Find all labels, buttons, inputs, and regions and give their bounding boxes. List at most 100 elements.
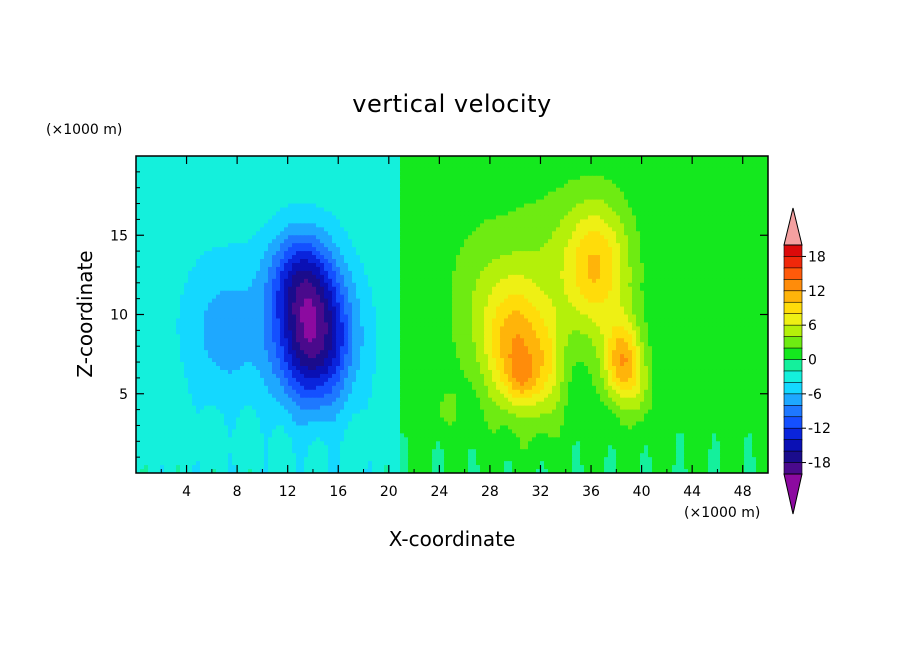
contour-cell	[276, 223, 281, 228]
contour-cell	[340, 187, 345, 193]
contour-cell	[476, 227, 481, 232]
contour-cell	[224, 239, 229, 244]
contour-cell	[264, 203, 269, 209]
contour-cell	[560, 211, 565, 217]
contour-cell	[392, 259, 397, 264]
contour-cell	[456, 270, 461, 276]
contour-cell	[268, 274, 273, 280]
contour-cell	[708, 274, 713, 280]
contour-cell	[752, 255, 757, 260]
contour-cell	[384, 219, 389, 224]
contour-cell	[620, 167, 625, 173]
contour-cell	[332, 171, 337, 177]
contour-cell	[396, 219, 401, 224]
contour-cell	[620, 262, 625, 268]
contour-cell	[676, 207, 681, 213]
contour-cell	[416, 219, 421, 224]
contour-cell	[244, 219, 249, 224]
contour-cell	[404, 239, 409, 244]
contour-cell	[568, 259, 573, 264]
contour-cell	[408, 203, 413, 209]
contour-cell	[688, 187, 693, 193]
contour-cell	[740, 211, 745, 217]
contour-cell	[296, 175, 301, 181]
contour-cell	[224, 274, 229, 280]
contour-cell	[724, 211, 729, 217]
contour-cell	[328, 183, 333, 189]
contour-cell	[656, 227, 661, 232]
contour-cell	[740, 171, 745, 177]
contour-cell	[548, 227, 553, 232]
contour-cell	[348, 191, 353, 197]
contour-cell	[404, 227, 409, 232]
contour-cell	[744, 219, 749, 224]
contour-cell	[716, 274, 721, 280]
contour-cell	[736, 219, 741, 224]
contour-cell	[532, 171, 537, 177]
contour-cell	[528, 187, 533, 193]
contour-cell	[236, 266, 241, 272]
contour-cell	[220, 175, 225, 181]
contour-cell	[312, 175, 317, 181]
contour-cell	[340, 227, 345, 232]
contour-cell	[392, 235, 397, 240]
contour-cell	[660, 156, 665, 161]
contour-cell	[584, 199, 589, 205]
contour-cell	[632, 207, 637, 213]
contour-cell	[544, 195, 549, 201]
contour-cell	[520, 156, 525, 161]
contour-cell	[172, 251, 177, 256]
contour-cell	[144, 223, 149, 228]
contour-cell	[148, 227, 153, 232]
contour-cell	[644, 270, 649, 276]
contour-cell	[168, 227, 173, 232]
contour-cell	[232, 255, 237, 260]
contour-cell	[452, 187, 457, 193]
contour-cell	[692, 255, 697, 260]
contour-cell	[732, 270, 737, 276]
contour-cell	[148, 167, 153, 173]
contour-cell	[604, 183, 609, 189]
contour-cell	[140, 171, 145, 177]
contour-cell	[352, 215, 357, 220]
contour-cell	[440, 211, 445, 217]
contour-cell	[168, 199, 173, 205]
contour-cell	[184, 262, 189, 268]
contour-cell	[416, 270, 421, 276]
contour-cell	[236, 215, 241, 220]
contour-cell	[708, 235, 713, 240]
contour-cell	[252, 203, 257, 209]
contour-cell	[512, 203, 517, 209]
contour-cell	[692, 211, 697, 217]
contour-cell	[264, 227, 269, 232]
contour-cell	[512, 183, 517, 189]
contour-cell	[764, 175, 768, 181]
contour-cell	[756, 251, 761, 256]
contour-cell	[260, 211, 265, 217]
contour-cell	[396, 239, 401, 244]
contour-cell	[460, 227, 465, 232]
contour-cell	[588, 227, 593, 232]
contour-cell	[524, 223, 529, 228]
contour-cell	[660, 259, 665, 264]
contour-cell	[460, 270, 465, 276]
contour-cell	[712, 207, 717, 213]
contour-cell	[368, 251, 373, 256]
contour-cell	[740, 270, 745, 276]
contour-cell	[248, 227, 253, 232]
contour-cell	[200, 239, 205, 244]
contour-cell	[216, 183, 221, 189]
contour-cell	[356, 227, 361, 232]
contour-cell	[220, 215, 225, 220]
contour-cell	[344, 251, 349, 256]
contour-cell	[428, 183, 433, 189]
contour-cell	[200, 251, 205, 256]
contour-cell	[648, 191, 653, 197]
contour-cell	[680, 262, 685, 268]
contour-cell	[452, 159, 457, 165]
contour-cell	[404, 199, 409, 205]
contour-cell	[656, 187, 661, 193]
contour-cell	[236, 179, 241, 185]
contour-cell	[388, 219, 393, 224]
contour-cell	[764, 207, 768, 213]
